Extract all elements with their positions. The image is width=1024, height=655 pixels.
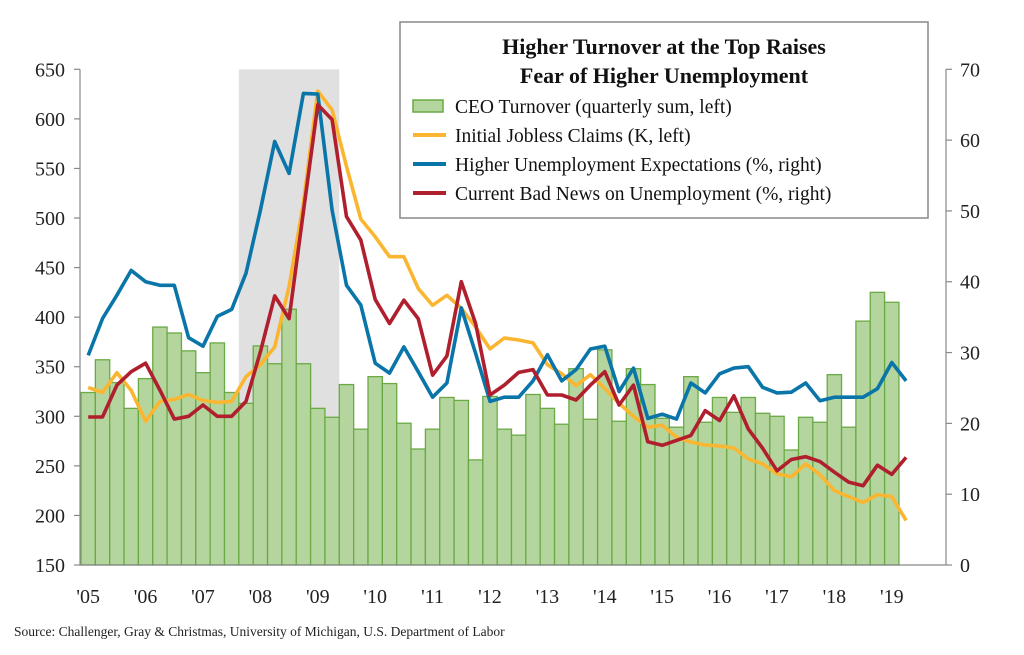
source-note: Source: Challenger, Gray & Christmas, Un… <box>14 624 505 639</box>
bar-ceo-turnover <box>539 407 556 566</box>
right-tick-label: 10 <box>960 484 980 506</box>
x-tick-label: '14 <box>593 586 617 608</box>
bar-ceo-turnover <box>309 407 326 566</box>
legend-label-bad-news: Current Bad News on Unemployment (%, rig… <box>455 184 831 205</box>
legend-label-ceo-turnover: CEO Turnover (quarterly sum, left) <box>455 97 732 118</box>
bar-ceo-turnover <box>510 434 527 566</box>
bar-ceo-turnover <box>453 399 470 566</box>
left-tick-label: 550 <box>35 158 65 180</box>
right-tick-label: 30 <box>960 343 980 365</box>
bar-ceo-turnover <box>769 415 785 566</box>
right-tick-label: 0 <box>960 555 970 577</box>
legend-box <box>399 21 929 219</box>
axes: 150 200 250 300 350 400 450 500 550 600 650 0 10 20 30… <box>35 59 980 608</box>
x-tick-label: '18 <box>823 586 847 608</box>
line-jobless-claims <box>87 89 908 522</box>
bar-ceo-turnover <box>223 391 240 566</box>
left-tick-label: 650 <box>35 59 65 81</box>
x-tick-label: '05 <box>76 586 100 608</box>
bar-ceo-turnover <box>654 417 671 566</box>
chart-title-line-2: Fear of Higher Unemployment <box>520 63 809 88</box>
bar-ceo-turnover <box>726 411 742 566</box>
bar-ceo-turnover <box>754 412 771 566</box>
right-tick-label: 50 <box>960 201 980 223</box>
x-tick-label: '19 <box>880 586 904 608</box>
bar-ceo-turnover <box>109 381 125 566</box>
bar-ceo-turnover <box>367 375 384 566</box>
bar-ceo-turnover <box>324 416 340 566</box>
x-tick-label: '13 <box>536 586 560 608</box>
bar-ceo-turnover <box>238 402 254 566</box>
legend-swatch-ceo-turnover <box>412 99 444 113</box>
left-tick-label: 350 <box>35 357 65 379</box>
legend-label-jobless-claims: Initial Jobless Claims (K, left) <box>455 126 691 147</box>
bar-ceo-turnover <box>152 326 168 566</box>
x-tick-label: '08 <box>249 586 273 608</box>
x-tick-label: '07 <box>191 586 215 608</box>
bar-ceo-turnover <box>611 420 627 566</box>
right-tick-label: 70 <box>960 59 980 81</box>
x-tick-label: '12 <box>478 586 502 608</box>
bar-ceo-turnover <box>123 407 140 566</box>
bar-ceo-turnover <box>381 382 398 566</box>
ceo-turnover-bars <box>80 291 900 566</box>
left-tick-label: 500 <box>35 208 65 230</box>
bar-ceo-turnover <box>166 332 183 566</box>
left-tick-label: 250 <box>35 456 65 478</box>
bar-ceo-turnover <box>252 345 269 566</box>
left-tick-label: 300 <box>35 406 65 428</box>
bar-ceo-turnover <box>496 428 513 566</box>
bar-ceo-turnover <box>424 428 441 566</box>
bar-ceo-turnover <box>783 449 800 566</box>
bar-ceo-turnover <box>553 423 570 566</box>
legend: Higher Turnover at the Top Raises Fear o… <box>399 21 929 219</box>
bar-ceo-turnover <box>740 396 757 566</box>
x-tick-label: '09 <box>306 586 330 608</box>
left-tick-label: 150 <box>35 555 65 577</box>
right-tick-label: 40 <box>960 272 980 294</box>
bar-ceo-turnover <box>711 396 728 566</box>
series-lines <box>86 89 908 522</box>
x-tick-label: '17 <box>765 586 789 608</box>
bar-ceo-turnover <box>295 363 312 566</box>
x-tick-label: '06 <box>134 586 158 608</box>
right-tick-label: 20 <box>960 413 980 435</box>
bar-ceo-turnover <box>209 342 226 566</box>
bar-ceo-turnover <box>812 421 828 566</box>
left-tick-label: 600 <box>35 109 65 131</box>
chart-title-line-1: Higher Turnover at the Top Raises <box>502 34 826 59</box>
bar-ceo-turnover <box>582 418 599 566</box>
x-tick-label: '11 <box>421 586 444 608</box>
bar-ceo-turnover <box>525 393 541 566</box>
bar-ceo-turnover <box>266 363 283 566</box>
x-tick-label: '16 <box>708 586 732 608</box>
bar-ceo-turnover <box>467 459 484 566</box>
bar-ceo-turnover <box>855 320 871 566</box>
right-tick-label: 60 <box>960 130 980 152</box>
line-unemployment-expectations <box>86 91 908 421</box>
bar-ceo-turnover <box>396 422 412 566</box>
x-tick-label: '10 <box>363 586 387 608</box>
bar-ceo-turnover <box>410 448 427 566</box>
bar-ceo-turnover <box>883 301 900 566</box>
x-tick-label: '15 <box>650 586 674 608</box>
bar-ceo-turnover <box>797 416 814 566</box>
legend-label-unemployment-expectations: Higher Unemployment Expectations (%, rig… <box>455 155 822 176</box>
left-tick-label: 450 <box>35 258 65 280</box>
bar-ceo-turnover <box>683 375 699 566</box>
bar-ceo-turnover <box>869 291 886 566</box>
bar-ceo-turnover <box>482 395 498 566</box>
bar-ceo-turnover <box>668 426 685 566</box>
bar-ceo-turnover <box>281 308 297 566</box>
left-tick-label: 200 <box>35 505 65 527</box>
bar-ceo-turnover <box>439 396 455 566</box>
bar-ceo-turnover <box>352 428 369 566</box>
bar-ceo-turnover <box>180 350 197 566</box>
line-bad-news <box>88 102 908 488</box>
bar-ceo-turnover <box>338 383 355 566</box>
bar-ceo-turnover <box>640 383 656 566</box>
left-tick-label: 400 <box>35 307 65 329</box>
